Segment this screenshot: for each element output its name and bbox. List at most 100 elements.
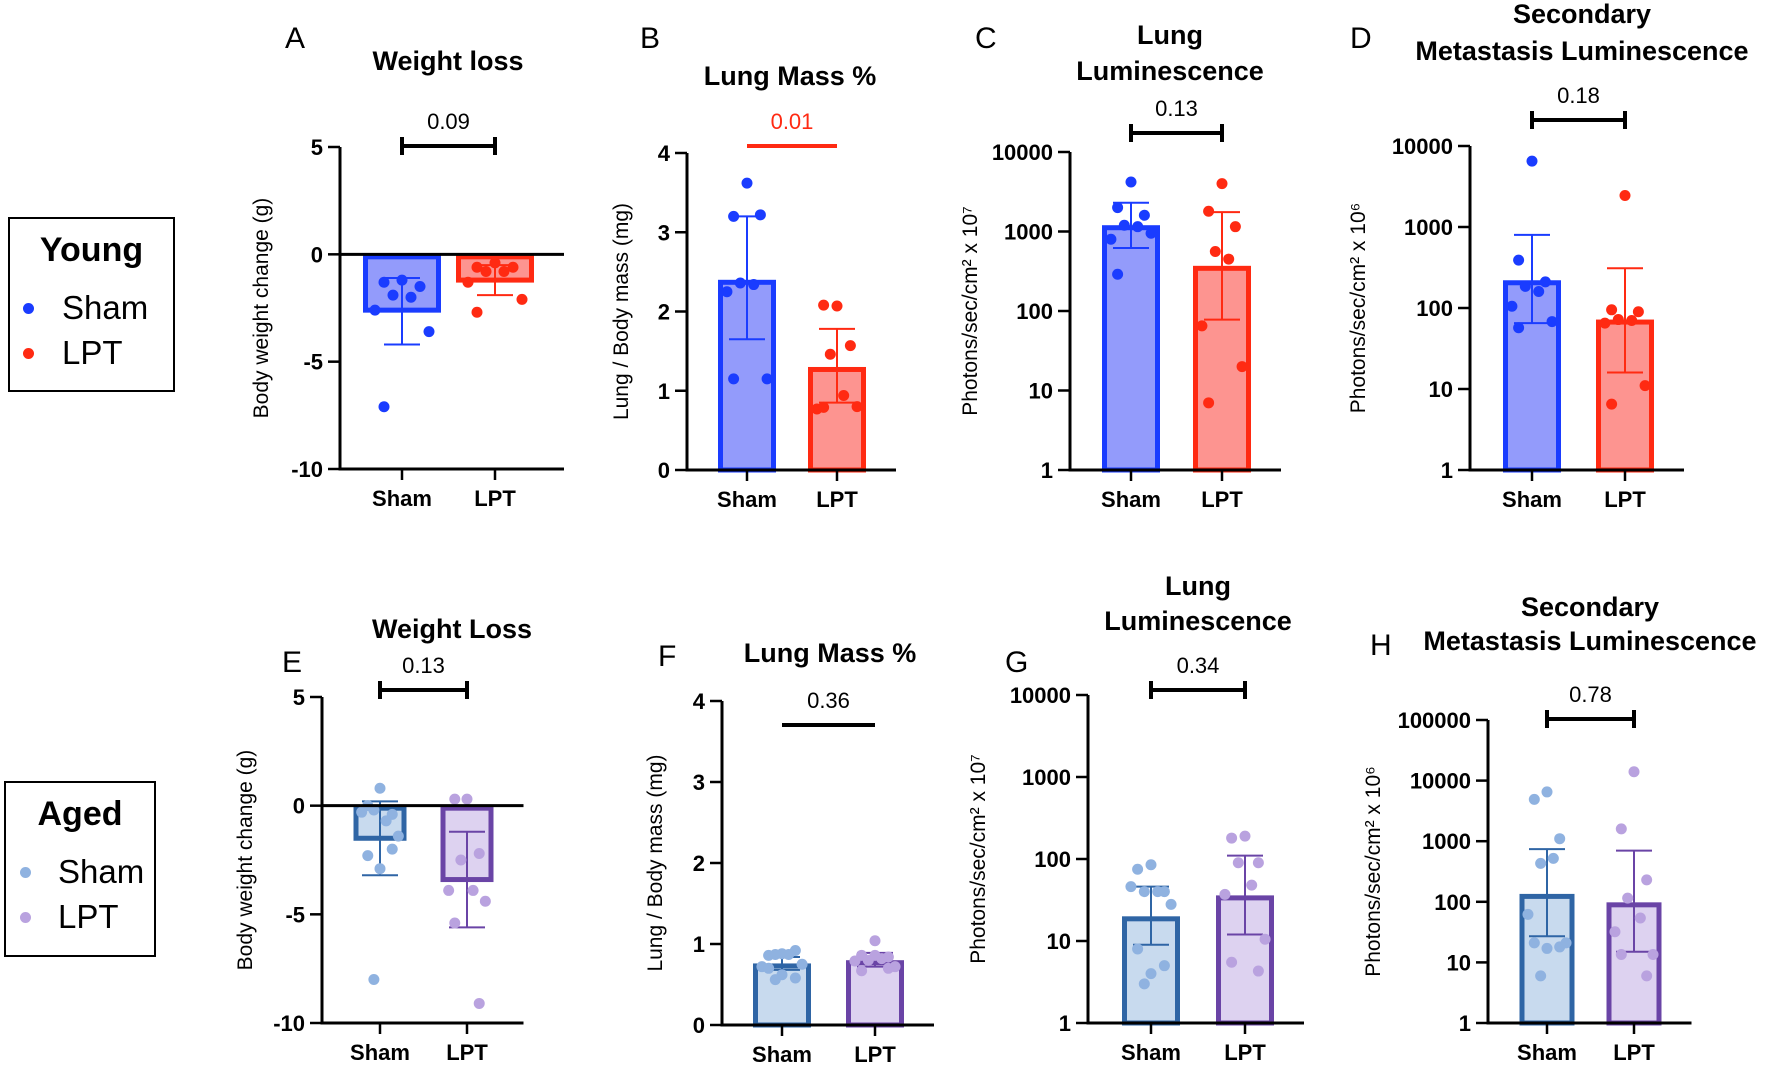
panel-letter: D — [1350, 22, 1372, 55]
y-tick-label: 3 — [658, 220, 670, 245]
data-point-sham — [1125, 881, 1137, 893]
y-axis-label: Body weight change (g) — [234, 750, 257, 971]
panel-letter: F — [658, 640, 676, 673]
panel-title: Weight loss — [372, 46, 523, 76]
panel-title: Secondary — [1513, 0, 1651, 29]
y-tick-label: 0 — [311, 242, 323, 267]
panel-a: A Weight loss Body weight change (g) 5 0 -5 -1… — [250, 22, 564, 511]
legend-young-lpt: LPT — [10, 334, 173, 374]
panel-letter: G — [1005, 646, 1028, 679]
panel-b: B Lung Mass % Lung / Body mass (mg) 4 3 2 1 0 Sh… — [610, 22, 896, 512]
y-tick-label: 10 — [1447, 950, 1471, 975]
data-point-lpt — [1641, 874, 1653, 886]
y-tick-label: 10000 — [1392, 134, 1453, 159]
data-point-sham — [763, 962, 775, 974]
data-point-sham — [387, 289, 399, 301]
error-bar-lpt — [1607, 267, 1643, 374]
panel-f: F Lung Mass % Lung / Body mass (mg) 4 3 2 1 0 Sh… — [644, 638, 934, 1067]
y-tick-label: 100 — [1416, 296, 1453, 321]
x-category-label: Sham — [1517, 1040, 1577, 1065]
data-point-sham — [754, 209, 766, 221]
y-tick-label: 5 — [311, 135, 323, 160]
x-category-label: Sham — [372, 486, 432, 511]
data-point-lpt — [480, 266, 492, 278]
data-point-sham — [1535, 857, 1547, 869]
data-point-lpt — [1239, 830, 1251, 842]
data-point-lpt — [1203, 397, 1215, 409]
data-point-sham — [378, 276, 390, 288]
x-category-label: LPT — [474, 486, 516, 511]
data-point-sham — [368, 804, 380, 816]
data-point-lpt — [1606, 398, 1618, 410]
p-value-label: 0.13 — [1155, 96, 1198, 121]
data-point-lpt — [1232, 857, 1244, 869]
legend-young-lpt-label: LPT — [62, 334, 123, 371]
legend-aged-lpt: LPT — [6, 898, 154, 938]
x-category-label: Sham — [1101, 487, 1161, 512]
data-point-lpt — [507, 261, 519, 273]
data-point-sham — [1138, 978, 1150, 990]
y-axis-label: Lung / Body mass (mg) — [644, 754, 667, 971]
y-tick-label: -5 — [303, 350, 323, 375]
data-point-sham — [380, 815, 392, 827]
y-tick-label: 4 — [658, 141, 671, 166]
p-value-label: 0.13 — [402, 653, 445, 678]
data-point-lpt — [1216, 178, 1228, 190]
significance-bracket — [1149, 681, 1247, 699]
x-category-label: LPT — [854, 1042, 896, 1067]
x-category-label: Sham — [1121, 1040, 1181, 1065]
data-point-sham — [789, 972, 801, 984]
error-bar-lpt — [1227, 854, 1263, 936]
data-point-sham — [734, 277, 746, 289]
bar-sham — [1102, 225, 1160, 473]
data-point-lpt — [838, 390, 850, 402]
data-point-sham — [721, 286, 733, 298]
panel-letter: H — [1370, 629, 1392, 662]
panel-title: Secondary — [1521, 592, 1659, 622]
data-point-sham — [1519, 280, 1531, 292]
data-point-lpt — [1219, 888, 1231, 900]
x-category-label: LPT — [1224, 1040, 1266, 1065]
x-category-label: Sham — [1502, 487, 1562, 512]
y-tick-label: 5 — [293, 685, 305, 710]
data-point-sham — [783, 949, 795, 961]
y-tick-label: 10 — [1429, 377, 1453, 402]
y-tick-label: 10000 — [1410, 769, 1471, 794]
data-point-sham — [405, 291, 417, 303]
panel-h: H Secondary Metastasis Luminescence Photons… — [1362, 592, 1757, 1065]
data-point-sham — [392, 830, 404, 842]
data-point-sham — [1165, 898, 1177, 910]
y-tick-label: 4 — [693, 689, 706, 714]
data-point-lpt — [824, 348, 836, 360]
data-point-sham — [1125, 176, 1137, 188]
y-tick-label: 1 — [693, 932, 705, 957]
data-point-sham — [1158, 960, 1170, 972]
y-axis-label: Photons/sec/cm² x 10⁶ — [1347, 203, 1370, 414]
y-tick-label: 0 — [658, 458, 670, 483]
legend-aged-sham-dot — [20, 867, 31, 878]
y-tick-label: 100 — [1434, 890, 1471, 915]
error-bar-sham — [1529, 848, 1565, 938]
y-tick-label: 1 — [1059, 1011, 1071, 1036]
data-point-lpt — [856, 965, 868, 977]
data-point-lpt — [1615, 823, 1627, 835]
y-axis-label: Photons/sec/cm² x 10⁷ — [967, 754, 990, 964]
data-point-lpt — [851, 401, 863, 413]
data-point-lpt — [498, 266, 510, 278]
data-point-sham — [1547, 852, 1559, 864]
data-point-sham — [362, 850, 374, 862]
y-tick-label: -10 — [291, 457, 323, 482]
data-point-lpt — [516, 293, 528, 305]
y-tick-label: -5 — [285, 902, 305, 927]
data-point-sham — [1506, 300, 1518, 312]
data-point-sham — [1112, 268, 1124, 280]
y-tick-label: 10 — [1029, 379, 1053, 404]
data-point-sham — [1132, 221, 1144, 233]
x-category-label: LPT — [1201, 487, 1243, 512]
data-point-sham — [423, 326, 435, 338]
data-point-lpt — [1259, 933, 1271, 945]
x-category-label: Sham — [752, 1042, 812, 1067]
y-tick-label: -10 — [273, 1011, 305, 1036]
x-category-label: LPT — [1613, 1040, 1655, 1065]
data-point-sham — [386, 843, 398, 855]
